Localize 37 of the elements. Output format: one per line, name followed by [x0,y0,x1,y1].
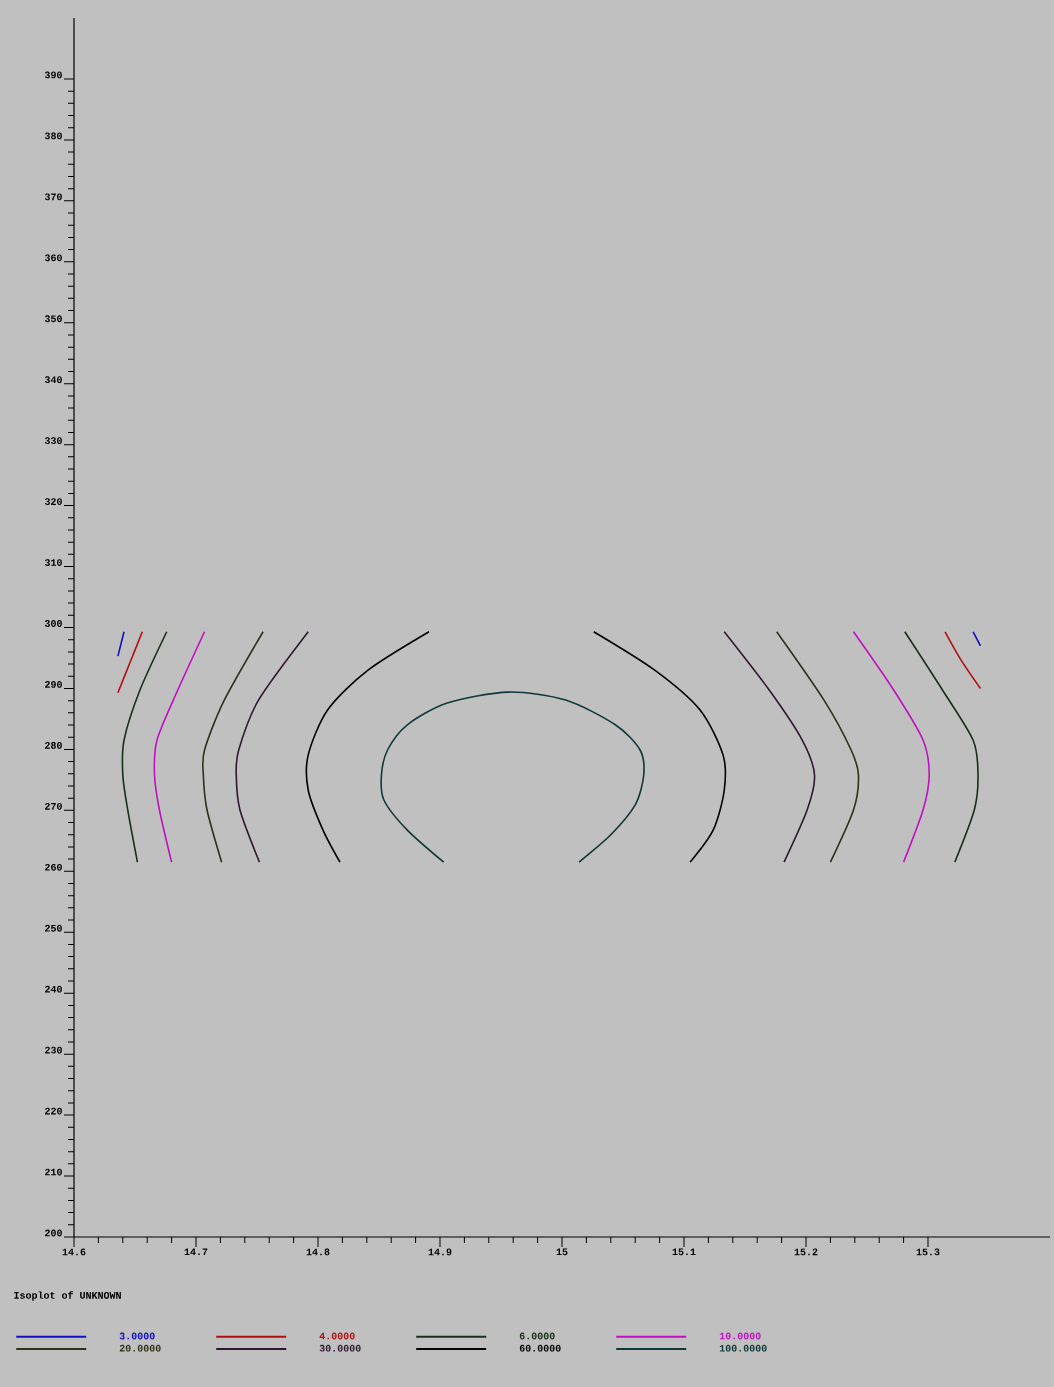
y-tick-label: 330 [44,437,62,445]
x-tick-label: 14.6 [62,1248,86,1256]
text: Isoplot of UNKNOWN [14,1291,121,1301]
y-tick-label: 290 [45,681,62,688]
y-tick-label: 340 [44,376,62,384]
x-tick-label: 14.9 [428,1248,452,1256]
x-tick-label: 15.1 [672,1248,696,1256]
x-tick-label: 14.8 [306,1248,330,1256]
y-tick-label: 350 [44,315,62,323]
x-tick-label: 15.2 [794,1248,818,1256]
y-tick-label: 210 [45,1168,62,1176]
text: 6.0000 [519,1332,555,1340]
y-tick-label: 240 [45,985,62,993]
y-tick-label: 360 [44,254,62,262]
y-tick-label: 370 [44,193,62,201]
y-tick-label: 310 [44,559,62,566]
y-tick-label: 320 [44,498,62,505]
y-tick-label: 230 [45,1046,62,1054]
y-tick-label: 300 [44,620,62,627]
text: 10.0000 [719,1332,761,1340]
y-tick-label: 260 [45,863,62,871]
y-tick-label: 380 [44,132,62,140]
y-tick-label: 280 [45,741,62,749]
text: 100.0000 [719,1344,767,1352]
text: 30.0000 [319,1344,361,1352]
y-tick-label: 250 [45,924,62,932]
text: 20.0000 [119,1344,161,1352]
y-tick-label: 270 [45,802,62,810]
text: 3.0000 [119,1332,155,1340]
x-tick-label: 15.3 [916,1248,940,1256]
text: 60.0000 [519,1344,561,1352]
y-tick-label: 200 [45,1229,62,1237]
x-tick-label: 14.7 [184,1248,208,1256]
text: 4.0000 [319,1332,355,1340]
y-tick-label: 220 [45,1107,62,1115]
x-tick-label: 15 [556,1248,568,1256]
y-tick-label: 390 [44,71,62,79]
